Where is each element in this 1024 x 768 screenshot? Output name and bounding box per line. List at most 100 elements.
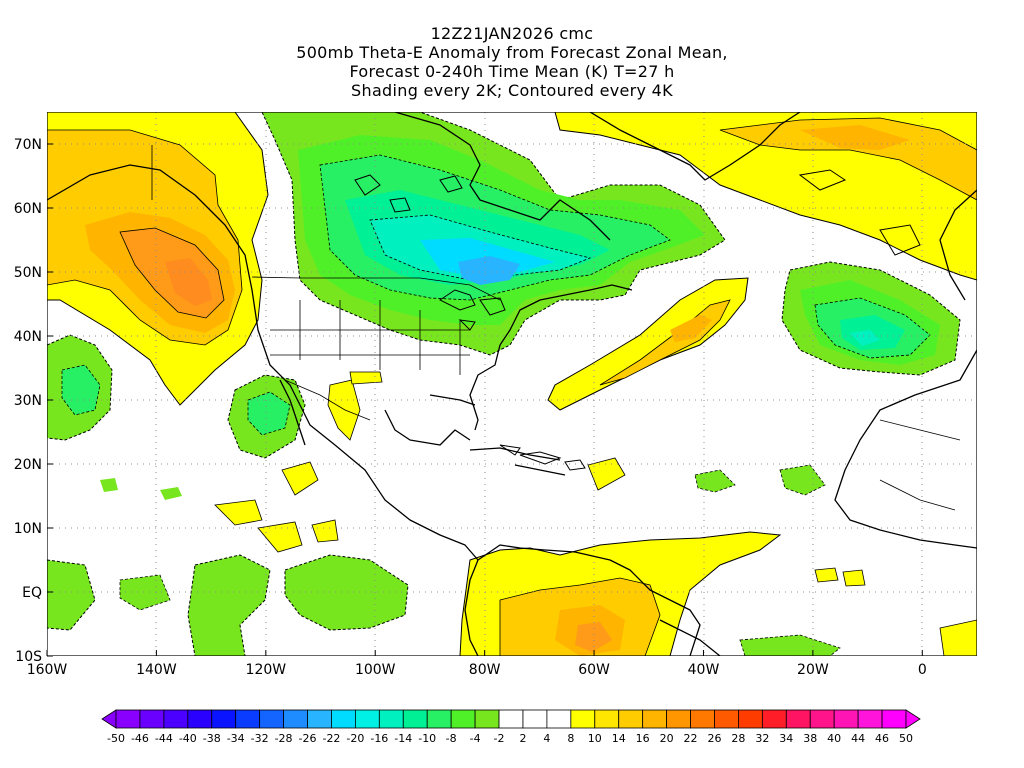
colorbar-label: -26: [299, 732, 317, 745]
colorbar-swatch: [211, 709, 237, 729]
graticule: [47, 112, 977, 656]
colorbar-swatch: [570, 709, 596, 729]
colorbar-label: -50: [107, 732, 125, 745]
colorbar-swatch: [426, 709, 452, 729]
lon-tick-label: 20W: [797, 662, 829, 678]
colorbar-label: -20: [346, 732, 364, 745]
lat-tick-label: 60N: [14, 201, 42, 217]
colorbar-label: 16: [636, 732, 650, 745]
colorbar-swatch: [474, 709, 500, 729]
colorbar-swatch: [235, 709, 261, 729]
colorbar-label: 38: [803, 732, 817, 745]
colorbar-swatch: [546, 709, 572, 729]
colorbar-swatch: [378, 709, 404, 729]
colorbar-label: 4: [543, 732, 550, 745]
lon-tick-label: 160W: [27, 662, 68, 678]
lon-tick-label: 40W: [688, 662, 720, 678]
lon-tick-label: 60W: [578, 662, 610, 678]
colorbar-label: -2: [494, 732, 505, 745]
plot-area: [47, 112, 977, 656]
colorbar-swatch: [331, 709, 356, 729]
colorbar-swatch: [881, 709, 907, 729]
colorbar-min-arrow: [101, 709, 117, 729]
colorbar-label: 40: [827, 732, 841, 745]
colorbar-swatch: [738, 709, 763, 729]
colorbar-swatch: [307, 709, 332, 729]
lakes-and-islands: [354, 169, 921, 471]
colorbar-label: -34: [227, 732, 245, 745]
colorbar-swatch: [450, 709, 476, 729]
colorbar-label: -32: [251, 732, 269, 745]
lat-tick-label: 70N: [14, 137, 42, 153]
colorbar-label: -16: [370, 732, 388, 745]
colorbar-label: -28: [275, 732, 293, 745]
colorbar-label: -38: [203, 732, 221, 745]
colorbar: -50 -46 -44 -40 -38 -34 -32 -28 -26 -22 -20 -16 -14-…: [101, 709, 921, 745]
pacific-cold-cells: [47, 334, 841, 656]
colorbar-swatch: [594, 709, 620, 729]
colorbar-label: 10: [588, 732, 602, 745]
lat-tick-label: 30N: [14, 393, 42, 409]
colorbar-swatch: [833, 709, 859, 729]
colorbar-label: -40: [179, 732, 197, 745]
colorbar-max-arrow: [905, 709, 921, 729]
colorbar-label: 44: [851, 732, 865, 745]
title-line-1: 12Z21JAN2026 cmc: [430, 24, 594, 43]
colorbar-swatch: [714, 709, 739, 729]
colorbar-swatch: [761, 709, 787, 729]
lon-tick-label: 0: [918, 662, 927, 678]
colorbar-label: 2: [519, 732, 526, 745]
lon-tick-label: 80W: [469, 662, 501, 678]
colorbar-label: 22: [684, 732, 698, 745]
colorbar-swatch: [163, 709, 189, 729]
colorbar-swatch: [618, 709, 644, 729]
colorbar-label: -8: [446, 732, 457, 745]
colorbar-swatch: [283, 709, 308, 729]
south-america-warm-anomaly: [459, 531, 782, 656]
colorbar-label: -44: [155, 732, 173, 745]
colorbar-swatch: [498, 709, 524, 729]
colorbar-label: -14: [394, 732, 412, 745]
colorbar-swatch: [402, 709, 428, 729]
colorbar-swatch: [522, 709, 548, 729]
lon-tick-label: 100W: [355, 662, 396, 678]
colorbar-swatch: [139, 709, 165, 729]
colorbar-label: -46: [131, 732, 149, 745]
colorbar-swatch: [642, 709, 668, 729]
lat-tick-label: 10S: [15, 649, 42, 665]
latitude-axis: 70N 60N 50N 40N 30N 20N 10N EQ 10S: [14, 137, 53, 665]
political-borders: [151, 145, 961, 511]
iberia-cold-anomaly: [781, 261, 961, 376]
colorbar-label: 28: [731, 732, 745, 745]
lat-tick-label: 10N: [14, 521, 42, 537]
colorbar-label: -4: [470, 732, 481, 745]
colorbar-swatch: [354, 709, 380, 729]
colorbar-label: 32: [755, 732, 769, 745]
colorbar-label: 34: [779, 732, 793, 745]
title-line-4: Shading every 2K; Contoured every 4K: [351, 81, 673, 100]
colorbar-swatch: [259, 709, 284, 729]
colorbar-label: -10: [418, 732, 436, 745]
lat-tick-label: EQ: [22, 585, 42, 601]
colorbar-label: -22: [322, 732, 340, 745]
colorbar-swatch: [785, 709, 811, 729]
subtropical-warm-cells: [214, 371, 977, 656]
title-line-3: Forecast 0-240h Time Mean (K) T=27 h: [349, 62, 675, 81]
ne-pacific-warm-anomaly: [47, 112, 269, 406]
colorbar-label: 26: [707, 732, 721, 745]
north-atlantic-warm-anomaly: [554, 112, 977, 281]
lat-tick-label: 50N: [14, 265, 42, 281]
colorbar-label: 50: [899, 732, 913, 745]
colorbar-swatch: [187, 709, 213, 729]
west-atlantic-warm-band: [547, 277, 749, 411]
colorbar-swatch: [857, 709, 883, 729]
colorbar-label: 8: [567, 732, 574, 745]
colorbar-label: 14: [612, 732, 626, 745]
lon-tick-label: 120W: [246, 662, 287, 678]
canada-cold-anomaly: [261, 112, 726, 356]
lon-tick-label: 140W: [136, 662, 177, 678]
colorbar-swatch: [666, 709, 691, 729]
map-title: 12Z21JAN2026 cmc 500mb Theta-E Anomaly f…: [0, 24, 1024, 100]
colorbar-swatch: [115, 709, 141, 729]
